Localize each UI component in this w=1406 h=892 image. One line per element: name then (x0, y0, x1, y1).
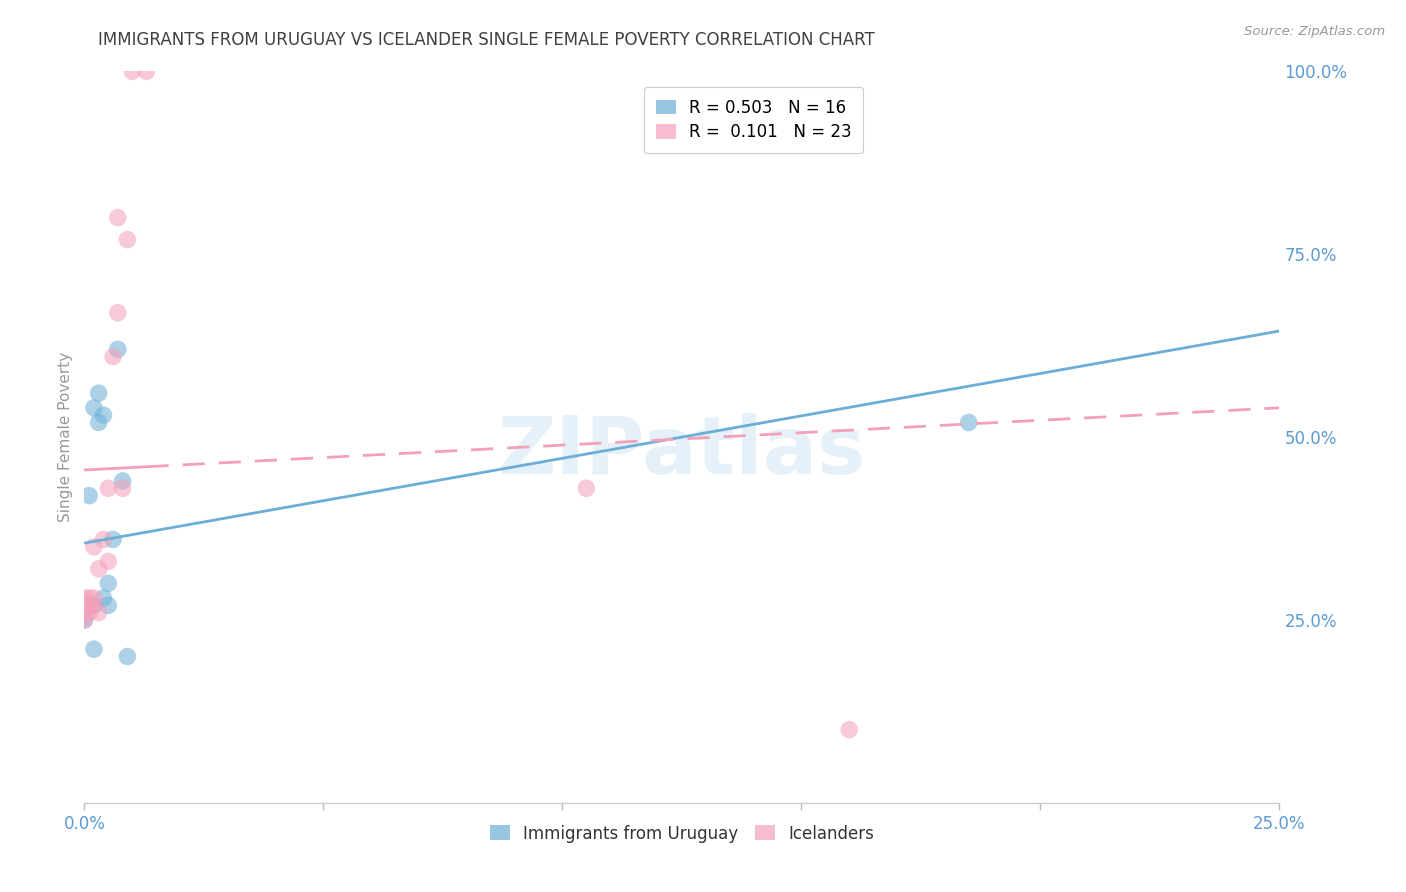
Text: Source: ZipAtlas.com: Source: ZipAtlas.com (1244, 25, 1385, 38)
Point (73, 613, 96, 627)
Point (83, 401, 105, 415)
Point (87, 562, 110, 576)
Point (135, 64, 157, 78)
Point (97, 554, 120, 568)
Point (97, 576, 120, 591)
Point (97, 481, 120, 495)
Point (73, 606, 96, 620)
Point (77, 489, 100, 503)
Point (117, 233, 139, 247)
Point (83, 599, 105, 613)
Point (107, 211, 129, 225)
Point (77, 599, 100, 613)
Point (107, 306, 129, 320)
Text: IMMIGRANTS FROM URUGUAY VS ICELANDER SINGLE FEMALE POVERTY CORRELATION CHART: IMMIGRANTS FROM URUGUAY VS ICELANDER SIN… (98, 31, 875, 49)
Point (87, 386, 110, 401)
Point (77, 606, 100, 620)
Point (107, 343, 129, 357)
Point (83, 540, 105, 554)
Point (83, 599, 105, 613)
Y-axis label: Single Female Poverty: Single Female Poverty (58, 352, 73, 522)
Point (117, 649, 139, 664)
Point (73, 591, 96, 605)
Legend: Immigrants from Uruguay, Icelanders: Immigrants from Uruguay, Icelanders (484, 818, 880, 849)
Point (838, 723, 860, 737)
Point (87, 416, 110, 430)
Point (97, 599, 120, 613)
Point (93, 591, 115, 605)
Text: ZIPatlas: ZIPatlas (498, 413, 866, 491)
Point (575, 481, 598, 495)
Point (101, 533, 124, 547)
Point (93, 533, 115, 547)
Point (77, 591, 100, 605)
Point (957, 416, 980, 430)
Point (101, 350, 124, 364)
Point (73, 613, 96, 627)
Point (121, 64, 143, 78)
Point (111, 474, 134, 488)
Point (83, 591, 105, 605)
Point (93, 408, 115, 422)
Point (83, 642, 105, 657)
Point (87, 606, 110, 620)
Point (111, 481, 134, 495)
